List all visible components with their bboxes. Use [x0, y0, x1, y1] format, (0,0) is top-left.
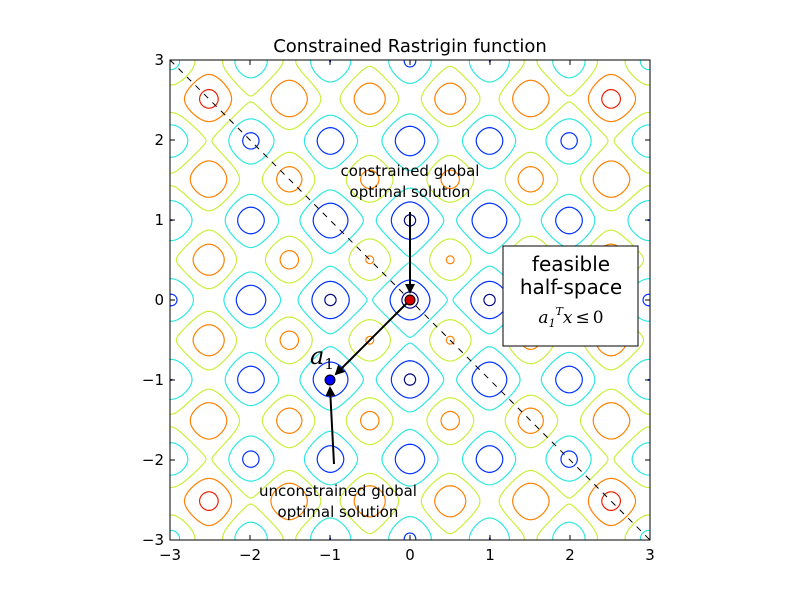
- x-tick-label: 0: [405, 546, 415, 564]
- y-tick-label: −2: [142, 451, 164, 469]
- vector-a1-arrow: [334, 299, 411, 376]
- annotations: constrained global optimal solution uncons…: [259, 162, 479, 521]
- contour-lines: [170, 60, 650, 540]
- y-tick-label: 0: [154, 291, 164, 309]
- contour-level-20: [170, 60, 650, 540]
- x-tick-label: −1: [319, 546, 341, 564]
- textbox-line-1: feasible: [532, 252, 610, 276]
- feasible-textbox: feasible half-space a1Tx ≤0: [502, 245, 639, 347]
- annotation-text-1-line-2: optimal solution: [350, 183, 471, 201]
- x-tick-label: 1: [485, 546, 495, 564]
- textbox-math-text: a1Tx ≤0: [538, 305, 603, 330]
- textbox-frame: [502, 245, 639, 347]
- contour-level-50: [199, 89, 621, 511]
- x-tick-label: 3: [645, 546, 655, 564]
- textbox-line-2: half-space: [520, 275, 622, 299]
- annotation-arrow-2: [325, 386, 336, 465]
- annotation-text-2-line-2: optimal solution: [278, 503, 399, 521]
- vector-a1-label: a1: [310, 342, 334, 373]
- y-tick-label: −1: [142, 371, 164, 389]
- x-tick-label: −2: [239, 546, 261, 564]
- axis-ticks: −3 −2 −1 0 1 2 3 −3 −2 −1 0 1 2 3: [142, 51, 655, 564]
- y-tick-label: 1: [154, 211, 164, 229]
- annotation-text-1-line-1: constrained global: [341, 162, 480, 180]
- y-tick-label: 2: [154, 131, 164, 149]
- textbox-math: a1Tx ≤0: [538, 305, 603, 330]
- contour-level-30: [170, 60, 650, 540]
- chart-title: Constrained Rastrigin function: [273, 36, 547, 57]
- x-tick-label: −3: [159, 546, 181, 564]
- y-tick-label: −3: [142, 531, 164, 549]
- y-tick-label: 3: [154, 51, 164, 69]
- annotation-text-2-line-1: unconstrained global: [259, 482, 417, 500]
- x-tick-label: 2: [565, 546, 575, 564]
- constrained-optimum-point: [404, 294, 416, 306]
- unconstrained-optimum-point: [324, 374, 336, 386]
